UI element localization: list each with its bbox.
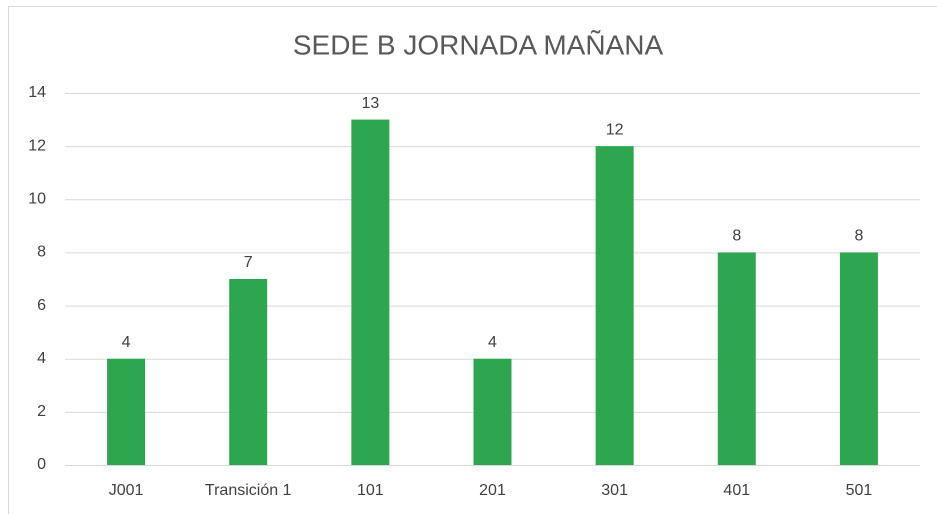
- chart-title: SEDE B JORNADA MAÑANA: [293, 29, 664, 60]
- y-tick-label: 2: [37, 403, 46, 420]
- bar: [595, 146, 634, 465]
- data-label: 4: [488, 334, 497, 351]
- bar: [107, 358, 146, 465]
- y-tick-label: 10: [28, 191, 46, 208]
- data-label: 4: [122, 334, 131, 351]
- data-label: 13: [361, 95, 379, 112]
- x-tick-label: 301: [601, 482, 628, 499]
- x-tick-label: 101: [357, 482, 384, 499]
- bar: [229, 279, 268, 465]
- bar: [839, 252, 878, 465]
- x-tick-label: Transición 1: [205, 482, 292, 499]
- x-tick-label: J001: [109, 482, 144, 499]
- x-tick-label: 401: [723, 482, 750, 499]
- y-tick-label: 12: [28, 137, 46, 154]
- data-label: 7: [244, 254, 253, 271]
- y-tick-label: 0: [37, 456, 46, 473]
- data-label: 12: [606, 121, 624, 138]
- bar: [473, 358, 512, 465]
- x-tick-label: 201: [479, 482, 506, 499]
- y-tick-label: 8: [37, 244, 46, 261]
- x-tick-label: 501: [846, 482, 873, 499]
- y-tick-label: 4: [37, 350, 46, 367]
- data-label: 8: [732, 228, 741, 245]
- y-tick-label: 6: [37, 297, 46, 314]
- bar: [717, 252, 756, 465]
- data-label: 8: [854, 228, 863, 245]
- chart-border: [8, 6, 937, 514]
- y-tick-label: 14: [28, 84, 46, 101]
- bar: [351, 119, 390, 466]
